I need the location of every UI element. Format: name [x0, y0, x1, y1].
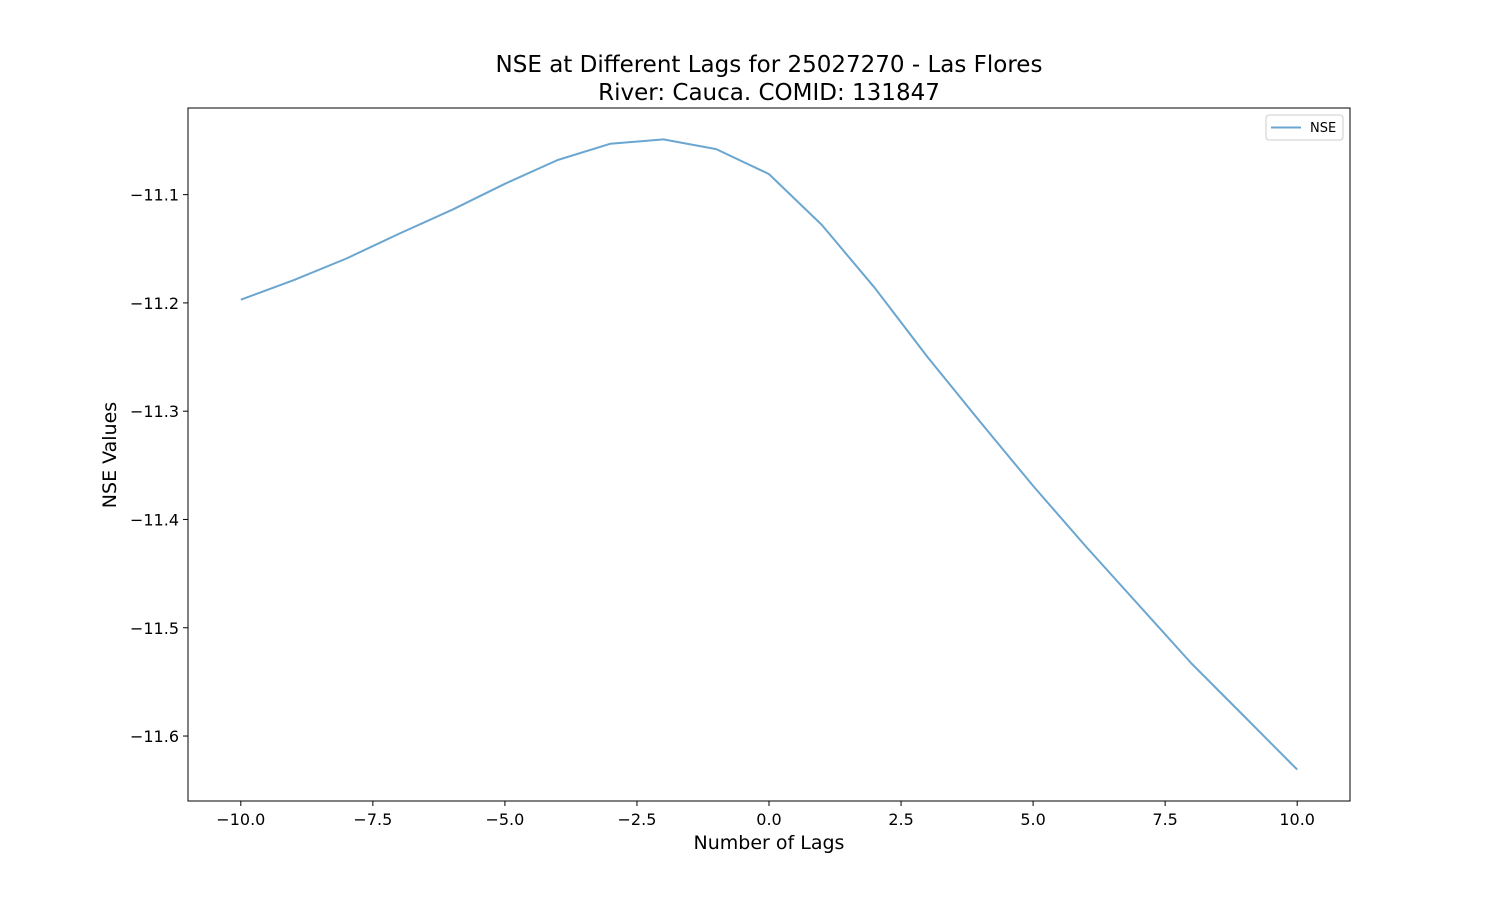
x-tick-label: −10.0 [216, 810, 265, 829]
x-tick-label: 5.0 [1020, 810, 1045, 829]
y-tick-label: −11.4 [130, 510, 179, 529]
x-tick-label: 10.0 [1279, 810, 1315, 829]
legend: NSE [1265, 114, 1344, 141]
x-tick-label: 2.5 [888, 810, 913, 829]
y-tick-label: −11.2 [130, 294, 179, 313]
x-tick-label: 7.5 [1152, 810, 1177, 829]
y-axis-ticks: −11.1 −11.2 −11.3 −11.4 −11.5 −11.6 [130, 186, 188, 746]
y-tick-label: −11.3 [130, 402, 179, 421]
y-tick-label: −11.6 [130, 727, 179, 746]
legend-label-nse: NSE [1310, 121, 1336, 136]
y-axis-label: NSE Values [99, 402, 121, 508]
y-tick-label: −11.5 [130, 619, 179, 638]
series-line-nse [240, 138, 1298, 771]
legend-box [1265, 114, 1344, 141]
series-layer [240, 138, 1298, 771]
x-tick-label: −5.0 [485, 810, 524, 829]
chart-title-line-1: NSE at Different Lags for 25027270 - Las… [496, 52, 1043, 78]
x-axis-label: Number of Lags [694, 832, 845, 854]
x-axis-ticks: −10.0 −7.5 −5.0 −2.5 0.0 2.5 5.0 7.5 10.0 [216, 801, 1315, 829]
y-tick-label: −11.1 [130, 186, 179, 205]
x-tick-label: 0.0 [756, 810, 781, 829]
x-tick-label: −2.5 [618, 810, 657, 829]
chart-title-line-2: River: Cauca. COMID: 131847 [598, 80, 940, 106]
x-tick-label: −7.5 [353, 810, 392, 829]
